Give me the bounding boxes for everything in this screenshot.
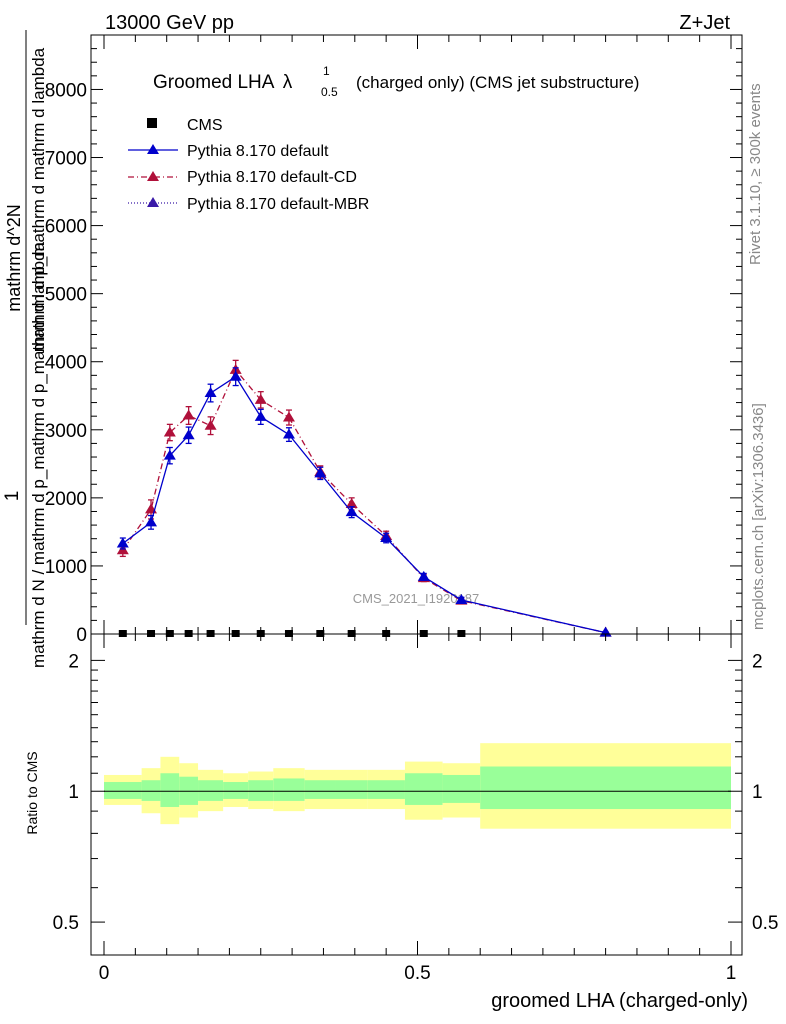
ratio-band-inner xyxy=(223,782,249,799)
legend-default-label: Pythia 8.170 default xyxy=(187,143,329,160)
ratio-xtick-label: 1 xyxy=(726,963,737,984)
point-default xyxy=(345,506,358,517)
ratio-band-inner xyxy=(335,780,368,799)
main-ytick-label: 1000 xyxy=(45,557,87,578)
point-default xyxy=(163,449,176,460)
watermark: CMS_2021_I1920187 xyxy=(353,591,480,606)
point-cd xyxy=(345,497,358,508)
plot-title-suffix: (charged only) (CMS jet substructure) xyxy=(356,73,639,92)
main-ytick-label: 0 xyxy=(76,625,87,646)
ratio-y-label: Ratio to CMS xyxy=(24,751,40,834)
ratio-band-inner xyxy=(304,780,336,799)
legend: CMS Pythia 8.170 default Pythia 8.170 de… xyxy=(128,117,369,213)
plot-title-lambda: λ xyxy=(283,72,293,93)
main-y-axis: 0 1000 2000 3000 4000 5000 6000 7000 8000 xyxy=(45,34,742,646)
point-default xyxy=(314,467,327,478)
main-ytick-label: 6000 xyxy=(45,217,87,238)
point-default xyxy=(455,593,468,604)
rivet-label: Rivet 3.1.10, ≥ 300k events xyxy=(747,83,764,265)
mcplots-label: mcplots.cern.ch [arXiv:1306.3436] xyxy=(750,403,767,630)
ratio-bands xyxy=(104,743,731,829)
ratio-xtick-label: 0 xyxy=(99,963,110,984)
main-ytick-label: 8000 xyxy=(45,80,87,101)
x-axis-label: groomed LHA (charged-only) xyxy=(491,990,748,1012)
ratio-panel: 0 0.5 1 0.5 0.5 1 1 2 2 Ratio to CMS groomed LHA… xyxy=(24,633,778,1012)
ratio-ytick-label-right: 2 xyxy=(752,651,763,672)
point-default xyxy=(145,516,158,527)
legend-mbr-label: Pythia 8.170 default-MBR xyxy=(187,196,369,213)
ratio-frame xyxy=(90,633,743,956)
legend-cd-label: Pythia 8.170 default-CD xyxy=(187,169,357,186)
process-label: Z+Jet xyxy=(679,12,730,34)
ratio-axes: 0 0.5 1 0.5 0.5 1 1 2 2 xyxy=(53,634,778,984)
legend-cd-marker xyxy=(147,171,159,181)
ratio-ytick-label: 1 xyxy=(68,782,79,803)
legend-mbr-marker xyxy=(147,197,159,207)
point-cd xyxy=(204,419,217,430)
point-cd xyxy=(254,393,267,404)
main-panel: 0 1000 2000 3000 4000 5000 6000 7000 8000 CMS_20… xyxy=(2,30,743,668)
y-label-top: mathrm d^2N xyxy=(4,204,24,311)
plot-title-text: Groomed LHA xyxy=(153,72,275,93)
y-label-top-b: mathrm d p_mathrm d mathrm d lambda xyxy=(29,47,48,352)
point-default xyxy=(229,370,242,381)
plot-title: Groomed LHA λ xyxy=(153,72,293,93)
point-cd xyxy=(282,411,295,422)
ratio-band-inner xyxy=(404,773,443,805)
main-data xyxy=(116,359,612,637)
point-default xyxy=(116,537,129,548)
series-line-default xyxy=(122,375,606,634)
main-ytick-label: 2000 xyxy=(45,489,87,510)
legend-default-marker xyxy=(147,144,159,154)
y-label-numerator: 1 xyxy=(2,491,23,502)
ratio-ytick-label-right: 1 xyxy=(752,782,763,803)
point-default xyxy=(380,532,393,543)
point-default xyxy=(417,570,430,581)
point-default xyxy=(254,410,267,421)
ratio-ytick-label: 0.5 xyxy=(53,913,79,934)
ratio-band-inner xyxy=(367,780,405,799)
ratio-band-inner xyxy=(248,780,274,801)
ratio-band-inner xyxy=(141,780,161,801)
ratio-band-inner xyxy=(480,766,731,810)
y-label-denominator: mathrm d N / mathrm d p_mathrm d p_mathr… xyxy=(29,241,48,668)
main-ytick-label: 7000 xyxy=(45,149,87,170)
ratio-ytick-label: 2 xyxy=(68,651,79,672)
ratio-band-inner xyxy=(198,780,224,801)
ratio-band-inner xyxy=(104,782,142,799)
ratio-xtick-label: 0.5 xyxy=(404,963,430,984)
plot-title-lambda-sup: 1 xyxy=(323,64,330,78)
point-cd xyxy=(163,426,176,437)
ratio-band-inner xyxy=(442,774,481,803)
main-ytick-label: 4000 xyxy=(45,353,87,374)
point-default xyxy=(204,387,217,398)
plot-title-lambda-sub: 0.5 xyxy=(321,85,338,99)
legend-cms-label: CMS xyxy=(187,117,223,134)
series-line-cd xyxy=(122,368,606,634)
point-cd xyxy=(182,409,195,420)
main-ytick-label: 3000 xyxy=(45,421,87,442)
point-default xyxy=(182,429,195,440)
point-default xyxy=(282,428,295,439)
ratio-ytick-label-right: 0.5 xyxy=(752,913,778,934)
ratio-band-inner xyxy=(160,773,180,807)
ratio-band-inner xyxy=(273,778,305,801)
legend-cms-marker xyxy=(147,118,157,128)
energy-label: 13000 GeV pp xyxy=(105,12,234,34)
main-ytick-label: 5000 xyxy=(45,285,87,306)
